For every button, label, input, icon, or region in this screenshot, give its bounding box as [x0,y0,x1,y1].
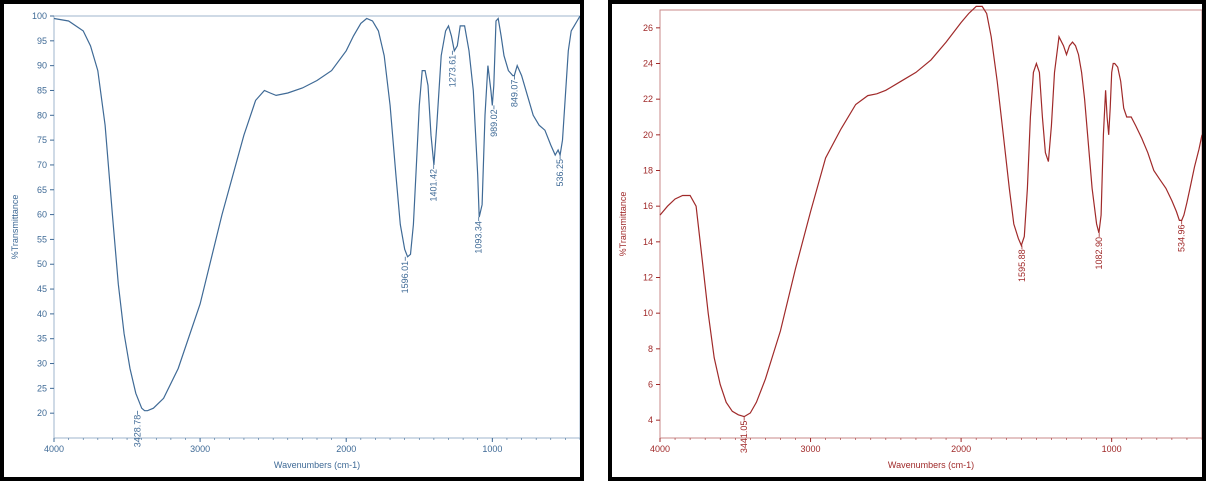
x-tick-label: 4000 [650,444,670,454]
y-axis-title: %Transmittance [10,195,20,260]
y-tick-label: 18 [643,166,653,176]
peak-label: 536.25 [555,159,565,187]
y-tick-label: 75 [37,135,47,145]
y-tick-label: 4 [648,415,653,425]
peak-label: 1596.01 [400,261,410,294]
peak-label: 849.07 [509,80,519,108]
x-axis-title: Wavenumbers (cm-1) [888,460,974,470]
x-tick-label: 4000 [44,444,64,454]
left-chart-panel: 20 25 30 35 40 45 50 55 60 65 70 75 80 85 90 95 100 4000 3… [0,0,584,481]
x-tick-label: 3000 [801,444,821,454]
x-tick-label: 2000 [336,444,356,454]
peak-label: 1595.88 [1017,249,1027,282]
y-tick-label: 40 [37,309,47,319]
y-tick-label: 20 [643,130,653,140]
peak-label: 3428.78 [132,415,142,448]
y-tick-label: 8 [648,344,653,354]
left-ir-spectrum-chart: 20 25 30 35 40 45 50 55 60 65 70 75 80 85 90 95 100 4000 3… [10,11,580,470]
y-tick-label: 85 [37,85,47,95]
y-tick-label: 24 [643,59,653,69]
x-axis-title: Wavenumbers (cm-1) [274,460,360,470]
peak-label: 1273.61 [447,55,457,88]
x-tick-label: 1000 [1102,444,1122,454]
y-tick-label: 70 [37,160,47,170]
y-tick-label: 16 [643,201,653,211]
y-tick-label: 26 [643,23,653,33]
right-chart-panel: 4 6 8 10 12 14 16 18 20 22 24 26 4000 3000 2000 1000 Wav… [608,0,1206,481]
y-tick-label: 65 [37,185,47,195]
y-tick-label: 100 [32,11,47,21]
right-ir-spectrum-chart: 4 6 8 10 12 14 16 18 20 22 24 26 4000 3000 2000 1000 Wav… [618,5,1202,470]
peak-label: 3441.05 [739,421,749,454]
plot-area-frame [659,9,1202,439]
plot-area-frame [53,15,580,439]
peak-label: 534.96 [1177,224,1187,252]
y-tick-label: 22 [643,94,653,104]
y-tick-label: 12 [643,273,653,283]
peak-label: 1082.90 [1094,237,1104,270]
y-tick-label: 50 [37,259,47,269]
y-axis-title: %Transmittance [618,192,628,257]
y-tick-label: 30 [37,359,47,369]
y-tick-label: 25 [37,383,47,393]
y-tick-label: 90 [37,61,47,71]
spectrum-line [53,15,580,412]
y-tick-label: 6 [648,380,653,390]
y-tick-label: 10 [643,308,653,318]
y-tick-label: 45 [37,284,47,294]
y-tick-label: 14 [643,237,653,247]
y-tick-label: 20 [37,408,47,418]
x-tick-label: 3000 [190,444,210,454]
x-tick-label: 2000 [951,444,971,454]
y-tick-label: 95 [37,36,47,46]
peak-label: 1401.42 [429,169,439,202]
peak-label: 989.02 [489,109,499,137]
spectrum-line [659,5,1202,418]
x-tick-label: 1000 [482,444,502,454]
y-tick-label: 55 [37,234,47,244]
y-tick-label: 80 [37,110,47,120]
peak-label: 1093.34 [474,221,484,254]
y-tick-label: 35 [37,334,47,344]
y-tick-label: 60 [37,210,47,220]
